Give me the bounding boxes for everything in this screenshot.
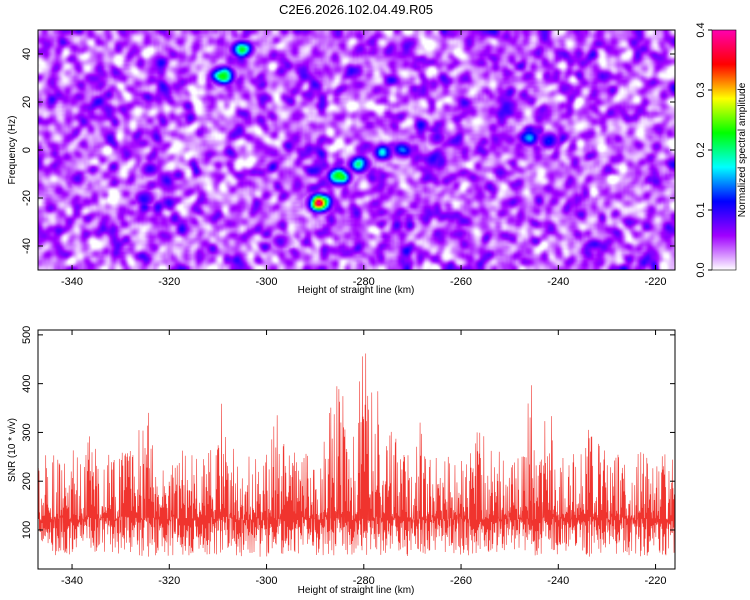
snr-plot-frame [37, 329, 676, 570]
snr-y-tick-label: 200 [21, 472, 33, 490]
snr-y-tick-label: 100 [21, 521, 33, 539]
snr-x-tick-label: -280 [353, 575, 375, 587]
heatmap-x-axis: -340 -320 -300 -280 -260 -240 -220 [61, 30, 667, 288]
heatmap-y-tick-label: 20 [21, 96, 33, 108]
colorbar-ticks: 0.0 0.1 0.2 0.3 0.4 [695, 22, 712, 278]
heatmap-x-axis-title: Height of straight line (km) [298, 285, 415, 296]
colorbar-tick-label: 0.1 [695, 202, 707, 217]
heatmap-x-tick-label: -320 [158, 276, 180, 288]
heatmap-x-tick-label: -300 [256, 276, 278, 288]
colorbar-tick-label: 0.3 [695, 82, 707, 97]
colorbar-label: Normalized spectral amplitude [737, 82, 748, 217]
heatmap-x-tick-label: -240 [547, 276, 569, 288]
heatmap-x-tick-label: -340 [61, 276, 83, 288]
snr-x-tick-label: -300 [256, 575, 278, 587]
snr-panel: -340 -320 -300 -280 -260 -240 -220 100 200 300 40… [7, 326, 676, 596]
heatmap-y-tick-label: -40 [21, 238, 33, 254]
heatmap-y-tick-label: -20 [21, 190, 33, 206]
snr-x-tick-label: -220 [645, 575, 667, 587]
heatmap-y-axis: -40 -20 0 20 40 [21, 48, 675, 254]
snr-trace-line [38, 353, 675, 557]
snr-x-tick-label: -340 [61, 575, 83, 587]
heatmap-panel: -340 -320 -300 -280 -260 -240 -220 -40 -20 0 20 40… [7, 29, 676, 296]
snr-x-tick-label: -320 [158, 575, 180, 587]
figure-title: C2E6.2026.102.04.49.R05 [279, 2, 433, 17]
snr-y-tick-label: 400 [21, 374, 33, 392]
colorbar-tick-label: 0.4 [695, 22, 707, 37]
snr-y-tick-label: 500 [21, 326, 33, 344]
heatmap-y-tick-label: 0 [21, 147, 33, 153]
colorbar-tick-label: 0.2 [695, 142, 707, 157]
heatmap-x-tick-label: -220 [645, 276, 667, 288]
snr-y-axis-title: SNR (10 * v/v) [7, 418, 18, 482]
colorbar-bar [711, 29, 737, 271]
colorbar-tick-label: 0.0 [695, 262, 707, 277]
heatmap-y-tick-label: 40 [21, 48, 33, 60]
heatmap-image [38, 30, 675, 270]
snr-y-axis: 100 200 300 400 500 [21, 326, 675, 539]
snr-x-tick-label: -240 [547, 575, 569, 587]
heatmap-y-axis-title: Frequency (Hz) [7, 116, 18, 185]
snr-x-tick-label: -260 [450, 575, 472, 587]
colorbar: 0.0 0.1 0.2 0.3 0.4 Normalized spectral ampl… [695, 22, 748, 277]
heatmap-x-tick-label: -280 [353, 276, 375, 288]
heatmap-x-tick-label: -260 [450, 276, 472, 288]
snr-x-axis-title: Height of straight line (km) [298, 585, 415, 596]
snr-x-axis: -340 -320 -300 -280 -260 -240 -220 [61, 330, 667, 587]
snr-y-tick-label: 300 [21, 423, 33, 441]
